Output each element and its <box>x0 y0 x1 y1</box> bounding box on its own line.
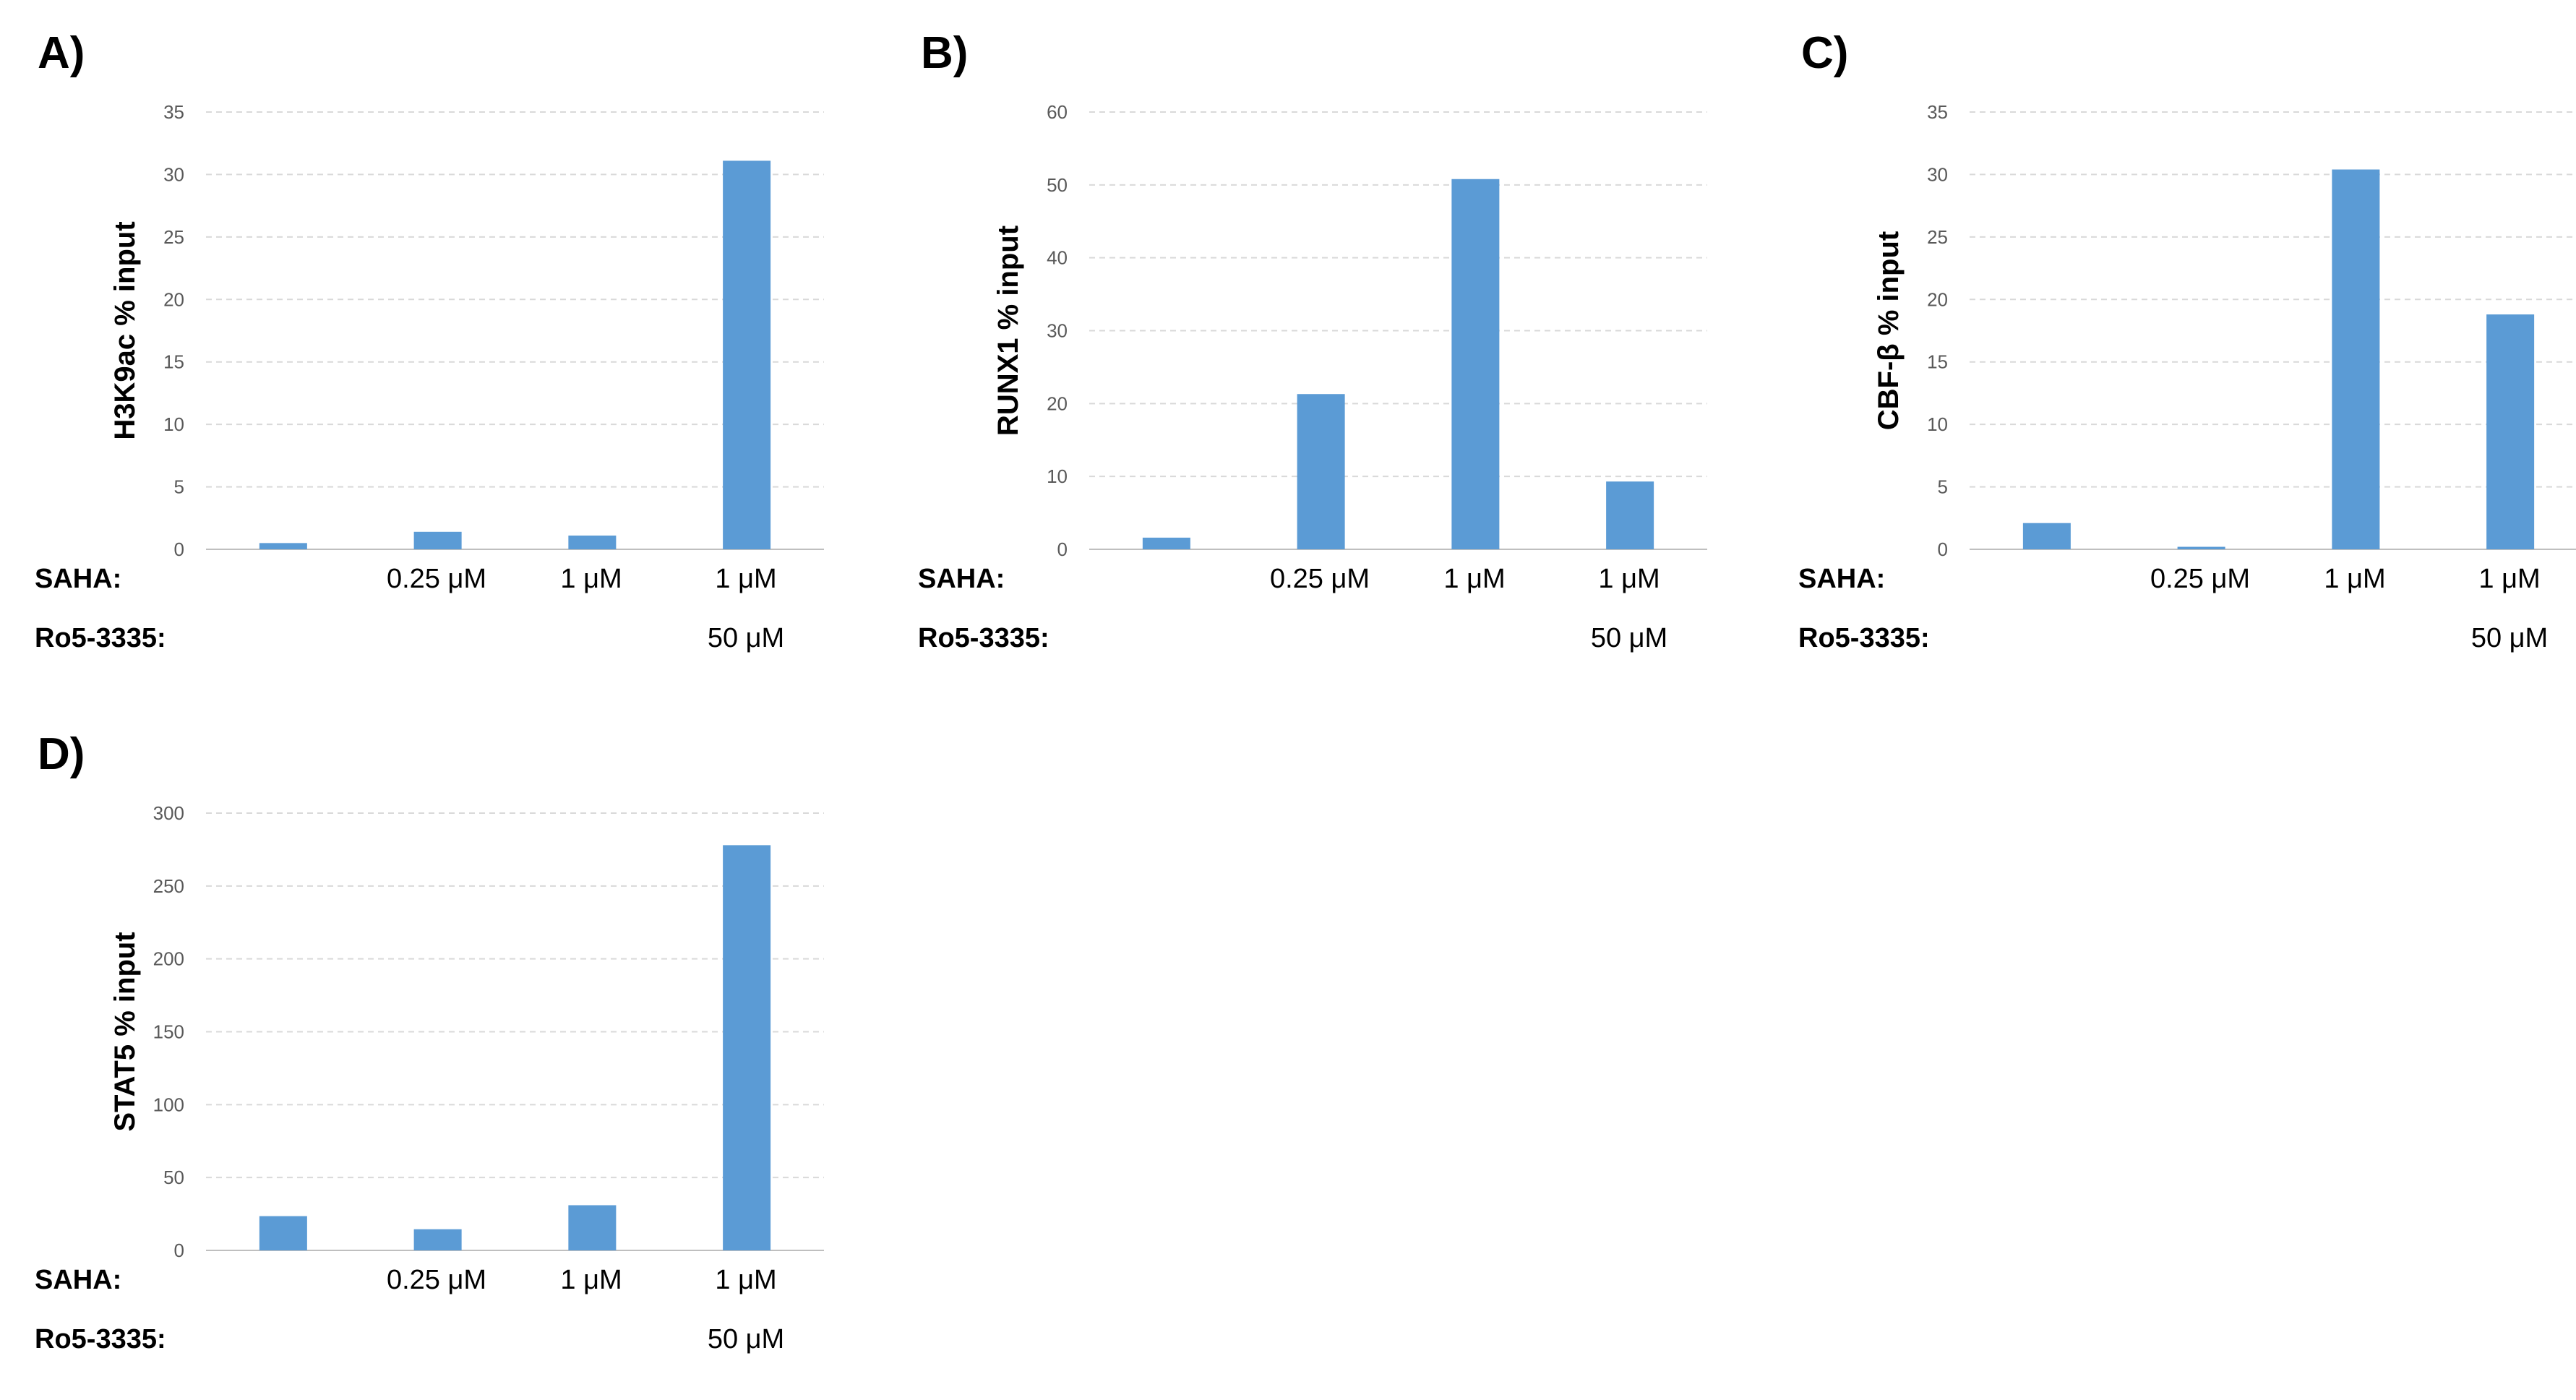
y-tick-label: 10 <box>163 413 184 435</box>
y-tick-label: 10 <box>1047 465 1068 487</box>
bar <box>568 535 617 549</box>
panel-letter: C) <box>1801 28 1849 78</box>
category-saha-label: 1 μM <box>1443 564 1506 594</box>
bar <box>2022 523 2071 549</box>
y-tick-label: 5 <box>174 476 184 498</box>
y-tick-label: 250 <box>153 875 184 897</box>
y-axis-title: H3K9ac % input <box>109 221 141 439</box>
bar <box>259 1216 307 1250</box>
saha-row-label: SAHA: <box>35 1265 122 1295</box>
saha-row-label: SAHA: <box>35 564 122 594</box>
chart-panel-d: D) 0 50 100 150 200 250 300 STAT5 % input SAHA:… <box>0 701 838 1354</box>
category-saha-label: 1 μM <box>715 564 777 594</box>
chart-panel-b: B) 0 10 20 30 40 50 60 RUNX1 % input SAHA: Ro5-… <box>883 0 1722 653</box>
bar <box>413 531 462 549</box>
category-saha-label: 1 μM <box>560 1265 622 1295</box>
bar-chart: 0 10 20 30 40 50 60 RUNX1 % input <box>992 101 1707 560</box>
panel-letter: A) <box>38 28 85 78</box>
ro5-row-label: Ro5-3335: <box>35 1324 166 1354</box>
ro5-row-label: Ro5-3335: <box>35 623 166 653</box>
category-ro5-label: 50 μM <box>707 623 785 653</box>
category-saha-label: 0.25 μM <box>2150 564 2251 594</box>
y-tick-label: 5 <box>1938 476 1948 498</box>
y-axis-title: CBF-β % input <box>1873 231 1905 430</box>
y-tick-label: 50 <box>1047 174 1068 196</box>
y-tick-label: 30 <box>1047 320 1068 342</box>
y-tick-label: 10 <box>1927 413 1948 435</box>
bar-chart: 0 5 10 15 20 25 30 35 H3K9ac % input <box>109 101 824 560</box>
y-tick-label: 0 <box>1057 538 1068 560</box>
y-tick-label: 15 <box>163 351 184 373</box>
category-saha-label: 0.25 μM <box>1269 564 1370 594</box>
category-ro5-label: 50 μM <box>1590 623 1668 653</box>
bar <box>1297 394 1345 549</box>
y-tick-label: 60 <box>1047 101 1068 123</box>
y-tick-label: 300 <box>153 802 184 824</box>
y-axis-title: RUNX1 % input <box>992 226 1024 436</box>
y-tick-label: 30 <box>1927 163 1948 185</box>
y-tick-label: 20 <box>1047 392 1068 414</box>
bar <box>413 1229 462 1250</box>
y-tick-label: 35 <box>163 101 184 123</box>
y-tick-label: 40 <box>1047 247 1068 269</box>
y-tick-label: 30 <box>163 163 184 185</box>
bar <box>2486 314 2535 549</box>
ro5-row-label: Ro5-3335: <box>918 623 1049 653</box>
category-saha-label: 0.25 μM <box>386 564 487 594</box>
chart-panel-c: C) 0 5 10 15 20 25 30 35 CBF-β % input SAHA: Ro5… <box>1764 0 2576 653</box>
bar <box>2332 169 2380 549</box>
y-tick-label: 0 <box>174 1240 184 1261</box>
category-saha-label: 1 μM <box>560 564 622 594</box>
bar <box>1142 537 1190 549</box>
category-ro5-label: 50 μM <box>2470 623 2549 653</box>
bar <box>1606 481 1654 549</box>
category-saha-label: 1 μM <box>715 1265 777 1295</box>
bar-chart: 0 5 10 15 20 25 30 35 CBF-β % input <box>1873 101 2576 560</box>
y-axis-title: STAT5 % input <box>109 932 141 1131</box>
y-tick-label: 100 <box>153 1094 184 1115</box>
ro5-row-label: Ro5-3335: <box>1798 623 1930 653</box>
y-tick-label: 50 <box>163 1167 184 1188</box>
y-tick-label: 15 <box>1927 351 1948 373</box>
y-tick-label: 25 <box>1927 226 1948 248</box>
category-saha-label: 1 μM <box>2324 564 2386 594</box>
bar <box>723 845 771 1250</box>
bar <box>259 543 307 549</box>
y-tick-label: 20 <box>163 288 184 310</box>
bar <box>568 1205 617 1250</box>
y-tick-label: 20 <box>1927 288 1948 310</box>
saha-row-label: SAHA: <box>1798 564 1886 594</box>
saha-row-label: SAHA: <box>918 564 1005 594</box>
y-tick-label: 150 <box>153 1021 184 1043</box>
bar <box>1451 179 1500 549</box>
y-tick-label: 25 <box>163 226 184 248</box>
y-tick-label: 0 <box>1938 538 1948 560</box>
y-tick-label: 0 <box>174 538 184 560</box>
bar-chart: 0 50 100 150 200 250 300 STAT5 % input <box>109 802 824 1261</box>
bar <box>723 160 771 549</box>
y-tick-label: 200 <box>153 948 184 970</box>
category-ro5-label: 50 μM <box>707 1324 785 1354</box>
panel-letter: D) <box>38 729 85 779</box>
category-saha-label: 1 μM <box>1598 564 1660 594</box>
category-saha-label: 1 μM <box>2478 564 2541 594</box>
category-saha-label: 0.25 μM <box>386 1265 487 1295</box>
chart-panel-a: A) 0 5 10 15 20 25 30 35 H3K9ac % input SAHA: Ro… <box>0 0 838 653</box>
panel-letter: B) <box>921 28 969 78</box>
y-tick-label: 35 <box>1927 101 1948 123</box>
bar <box>2177 546 2225 549</box>
